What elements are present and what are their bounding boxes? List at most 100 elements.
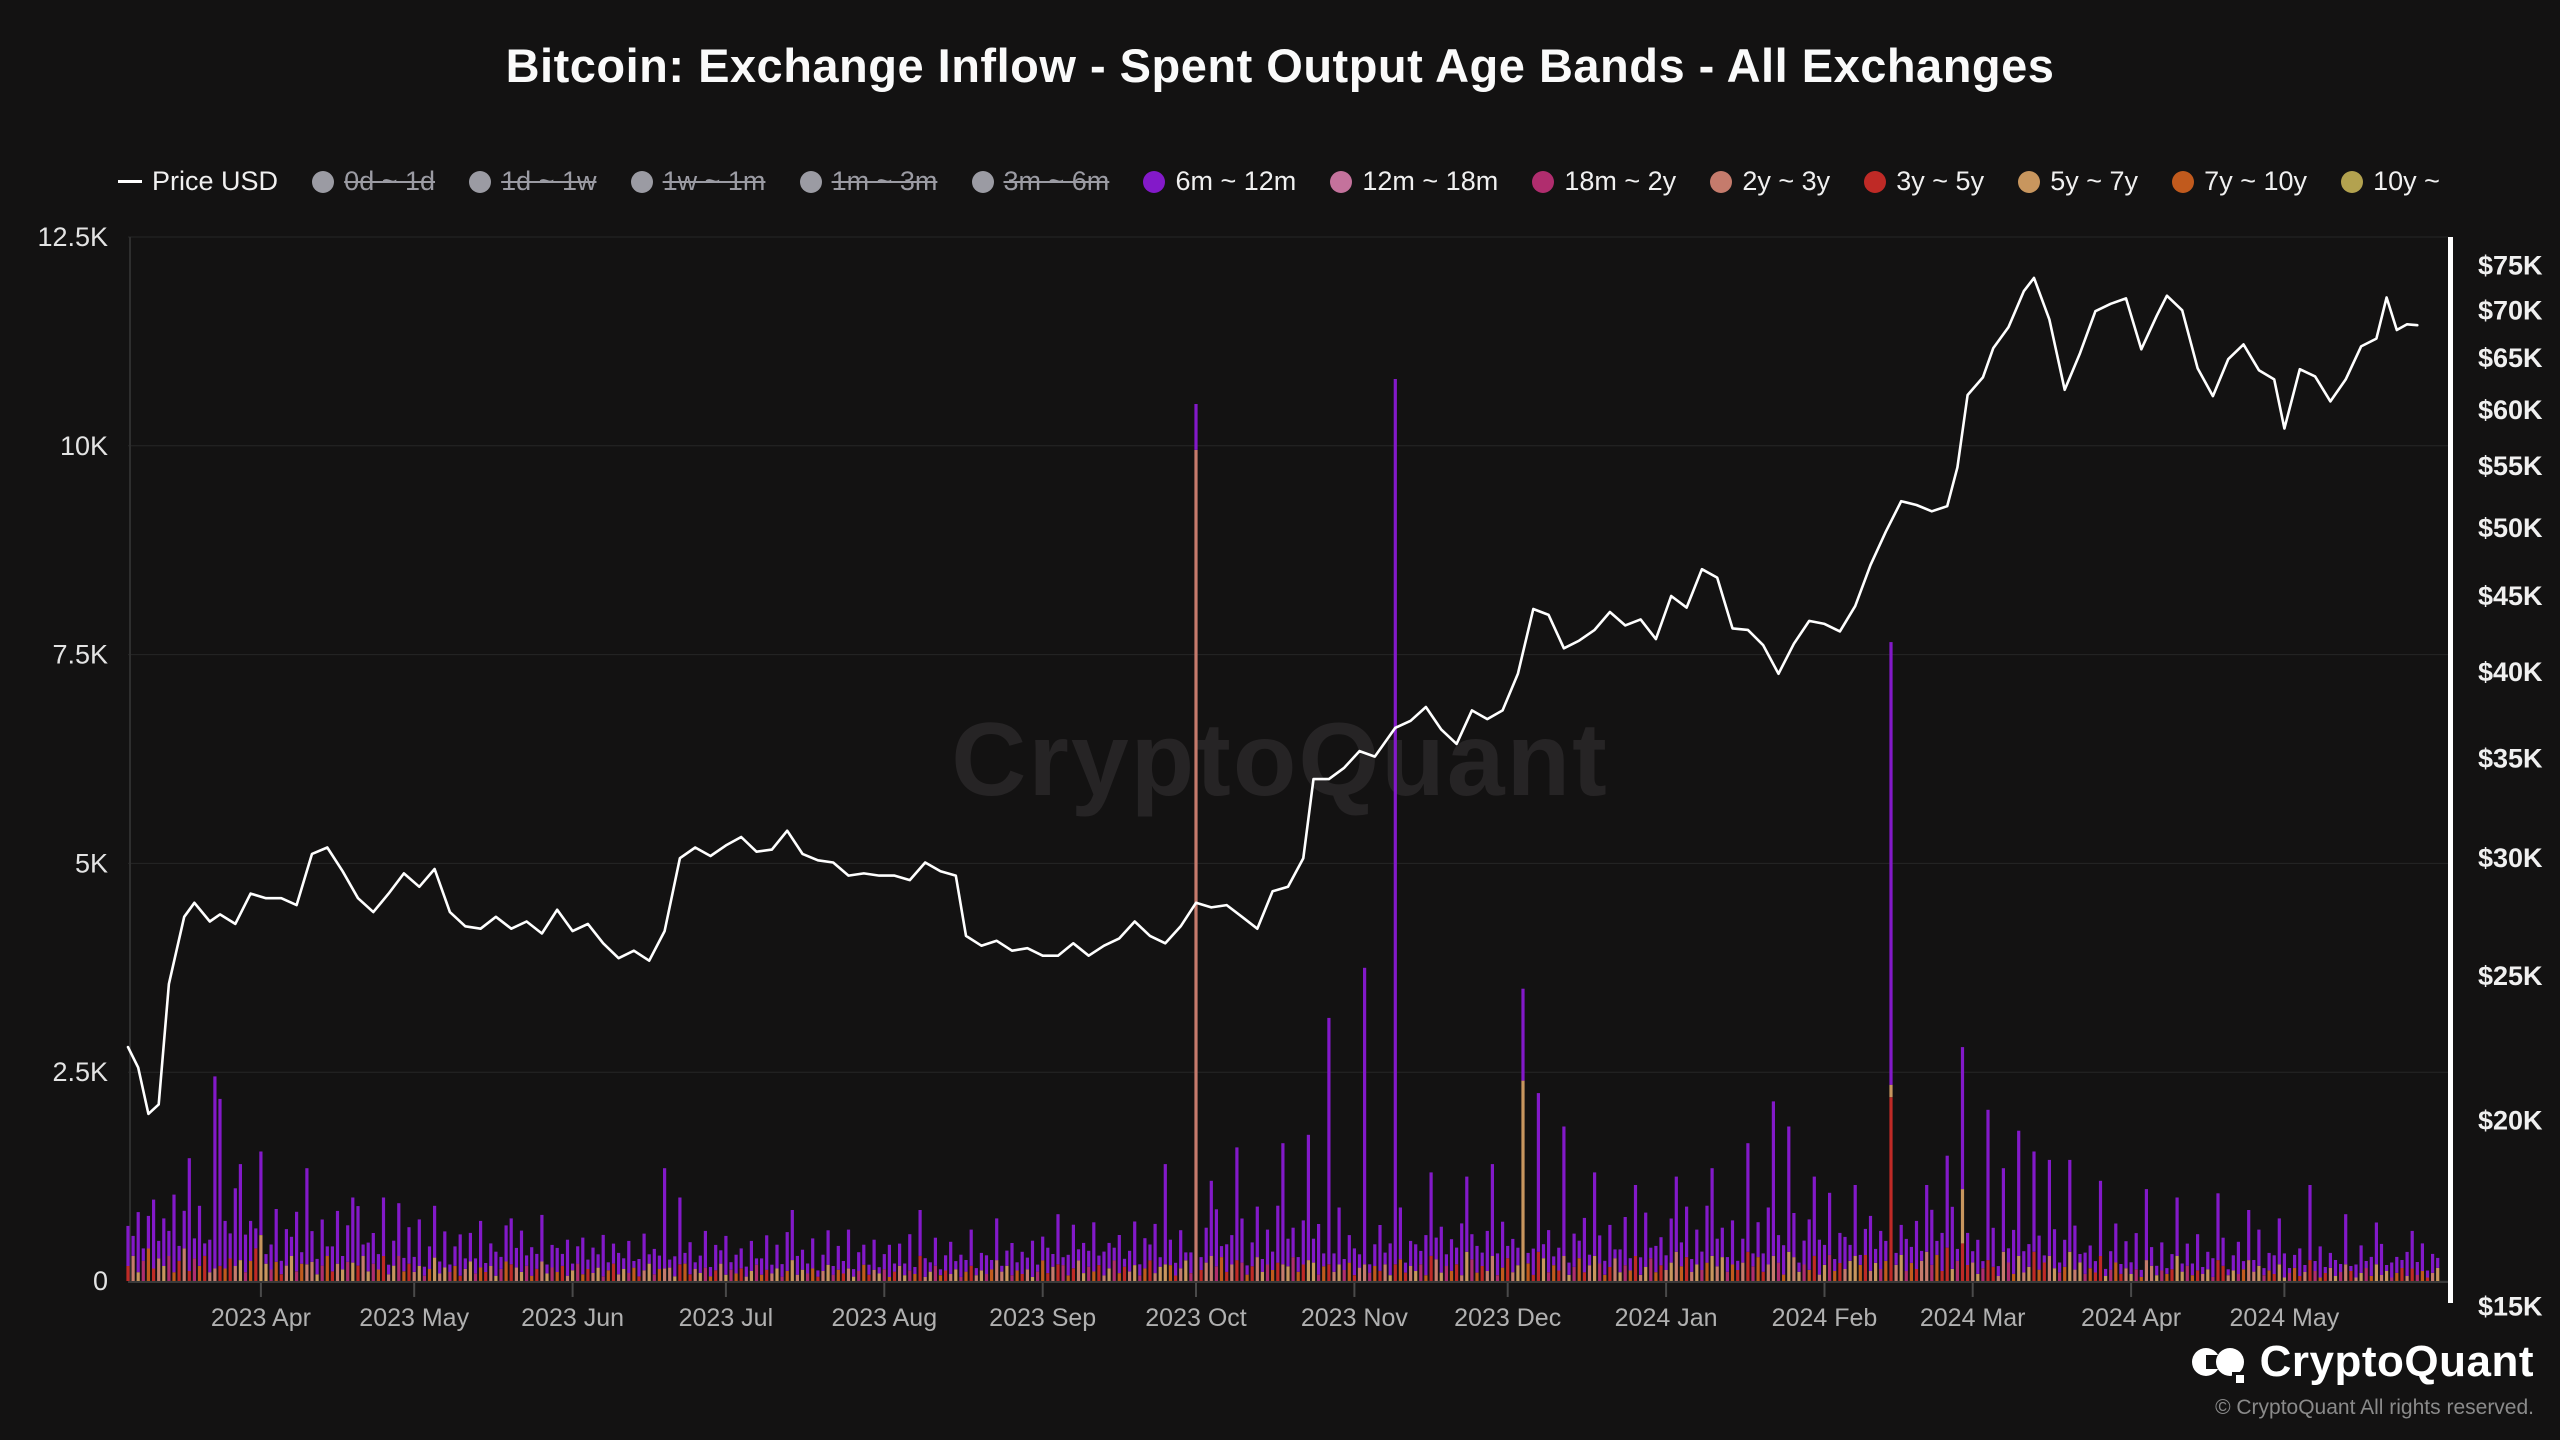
inflow-bar-segment[interactable] — [525, 1266, 529, 1281]
inflow-bar-segment[interactable] — [632, 1267, 636, 1281]
inflow-bar-segment[interactable] — [1179, 1230, 1183, 1269]
inflow-bar-segment[interactable] — [366, 1271, 370, 1281]
inflow-bar-segment[interactable] — [1255, 1257, 1259, 1281]
inflow-bar-segment[interactable] — [1245, 1265, 1249, 1275]
inflow-bar-segment[interactable] — [1531, 1248, 1535, 1275]
inflow-bar-segment[interactable] — [2119, 1264, 2123, 1274]
inflow-bar-segment[interactable] — [1030, 1276, 1035, 1281]
inflow-bar-segment[interactable] — [540, 1261, 544, 1282]
inflow-bar-segment[interactable] — [1342, 1270, 1346, 1281]
inflow-bar-segment[interactable] — [1403, 1272, 1408, 1281]
inflow-bar-segment[interactable] — [944, 1270, 948, 1282]
inflow-bar-segment[interactable] — [1097, 1255, 1101, 1266]
inflow-bar-segment[interactable] — [903, 1263, 907, 1276]
inflow-bar-segment[interactable] — [2114, 1262, 2118, 1282]
inflow-bar-segment[interactable] — [903, 1275, 907, 1281]
inflow-bar-segment[interactable] — [1674, 1176, 1678, 1252]
inflow-bar-segment[interactable] — [749, 1271, 753, 1281]
inflow-bar-segment[interactable] — [2032, 1151, 2036, 1252]
inflow-bar-segment[interactable] — [233, 1266, 237, 1281]
inflow-bar-segment[interactable] — [959, 1276, 963, 1281]
inflow-bar-segment[interactable] — [514, 1267, 518, 1282]
inflow-bar-segment[interactable] — [2390, 1277, 2394, 1282]
inflow-bar-segment[interactable] — [2104, 1276, 2108, 1281]
inflow-bar-segment[interactable] — [719, 1263, 723, 1281]
inflow-bar-segment[interactable] — [2303, 1265, 2307, 1272]
inflow-bar-segment[interactable] — [1097, 1265, 1101, 1281]
inflow-bar-segment[interactable] — [2221, 1265, 2225, 1281]
inflow-bar-segment[interactable] — [315, 1274, 319, 1281]
inflow-bar-segment[interactable] — [852, 1276, 856, 1281]
inflow-bar-segment[interactable] — [2190, 1263, 2194, 1276]
inflow-bar-segment[interactable] — [2012, 1273, 2016, 1281]
inflow-bar-segment[interactable] — [381, 1197, 386, 1257]
inflow-bar-segment[interactable] — [867, 1264, 871, 1275]
inflow-bar-segment[interactable] — [2395, 1273, 2399, 1281]
legend-item-5y-7y[interactable]: 5y ~ 7y — [2018, 166, 2138, 197]
inflow-bar-segment[interactable] — [836, 1245, 840, 1270]
inflow-bar-segment[interactable] — [1541, 1258, 1546, 1281]
inflow-bar-segment[interactable] — [1843, 1269, 1847, 1281]
inflow-bar-segment[interactable] — [1460, 1223, 1464, 1276]
inflow-bar-segment[interactable] — [1925, 1185, 1929, 1252]
legend-item-price-usd[interactable]: Price USD — [118, 166, 278, 197]
inflow-bar-segment[interactable] — [841, 1261, 845, 1274]
inflow-bar-segment[interactable] — [1817, 1239, 1821, 1275]
inflow-bar-segment[interactable] — [208, 1239, 212, 1273]
inflow-bar-segment[interactable] — [412, 1256, 416, 1272]
inflow-bar-segment[interactable] — [606, 1270, 610, 1281]
inflow-bar-segment[interactable] — [2206, 1251, 2210, 1270]
inflow-bar-segment[interactable] — [2349, 1266, 2353, 1271]
inflow-bar-segment[interactable] — [1966, 1232, 1970, 1265]
inflow-bar-segment[interactable] — [351, 1197, 355, 1263]
inflow-bar-segment[interactable] — [1102, 1275, 1106, 1281]
inflow-bar-segment[interactable] — [1501, 1267, 1505, 1281]
inflow-bar-segment[interactable] — [749, 1240, 753, 1271]
inflow-bar-segment[interactable] — [402, 1257, 406, 1272]
inflow-bar-segment[interactable] — [1511, 1238, 1515, 1273]
inflow-bar-segment[interactable] — [739, 1268, 743, 1282]
inflow-bar-segment[interactable] — [1730, 1264, 1735, 1282]
inflow-bar-segment[interactable] — [1403, 1262, 1408, 1273]
inflow-bar-segment[interactable] — [1434, 1237, 1438, 1260]
inflow-bar-segment[interactable] — [264, 1263, 268, 1281]
inflow-bar-segment[interactable] — [1868, 1271, 1873, 1281]
inflow-bar-segment[interactable] — [1357, 1267, 1362, 1281]
inflow-bar-segment[interactable] — [1833, 1259, 1837, 1271]
inflow-bar-segment[interactable] — [1076, 1249, 1081, 1261]
inflow-bar-segment[interactable] — [1061, 1257, 1065, 1266]
inflow-bar-segment[interactable] — [2267, 1270, 2271, 1282]
inflow-bar-segment[interactable] — [1204, 1262, 1208, 1281]
inflow-bar-segment[interactable] — [2022, 1251, 2026, 1273]
inflow-bar-segment[interactable] — [346, 1225, 350, 1262]
inflow-bar-segment[interactable] — [448, 1264, 452, 1273]
inflow-bar-segment[interactable] — [2221, 1237, 2225, 1266]
legend-item-3m-6m[interactable]: 3m ~ 6m — [971, 166, 1109, 197]
inflow-bar-segment[interactable] — [1654, 1245, 1658, 1273]
inflow-bar-segment[interactable] — [1516, 1265, 1520, 1281]
inflow-bar-segment[interactable] — [2042, 1255, 2046, 1263]
inflow-bar-segment[interactable] — [1158, 1257, 1162, 1267]
inflow-bar-segment[interactable] — [632, 1261, 636, 1268]
inflow-bar-segment[interactable] — [1153, 1223, 1157, 1274]
inflow-bar-segment[interactable] — [1082, 1242, 1086, 1274]
inflow-bar-segment[interactable] — [617, 1274, 621, 1281]
inflow-bar-segment[interactable] — [898, 1265, 902, 1281]
inflow-bar-segment[interactable] — [397, 1256, 401, 1281]
inflow-bar-segment[interactable] — [637, 1259, 641, 1277]
inflow-bar-segment[interactable] — [2354, 1264, 2358, 1278]
inflow-bar-segment[interactable] — [1025, 1269, 1029, 1281]
inflow-bar-segment[interactable] — [928, 1262, 932, 1272]
inflow-bar-segment[interactable] — [708, 1276, 713, 1281]
inflow-bar-segment[interactable] — [2298, 1248, 2302, 1276]
inflow-bar-segment[interactable] — [1787, 1126, 1791, 1252]
inflow-bar-segment[interactable] — [1393, 1264, 1397, 1281]
inflow-bar-segment[interactable] — [1046, 1247, 1050, 1274]
inflow-bar-segment[interactable] — [1639, 1257, 1643, 1275]
inflow-bar-segment[interactable] — [995, 1260, 999, 1281]
inflow-bar-segment[interactable] — [126, 1225, 130, 1266]
inflow-bar-segment[interactable] — [627, 1240, 631, 1273]
inflow-bar-segment[interactable] — [1649, 1258, 1653, 1281]
inflow-bar-segment[interactable] — [1219, 1246, 1224, 1258]
inflow-bar-segment[interactable] — [2369, 1256, 2373, 1276]
